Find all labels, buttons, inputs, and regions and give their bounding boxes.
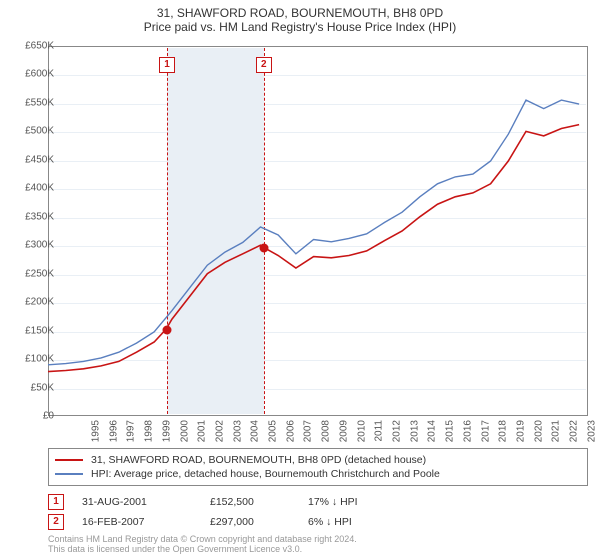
x-axis-label: 2014 (427, 420, 438, 442)
x-axis-label: 2021 (551, 420, 562, 442)
x-axis-label: 2002 (214, 420, 225, 442)
y-axis-label: £400K (25, 183, 54, 194)
x-axis-label: 2004 (250, 420, 261, 442)
x-axis-label: 2011 (374, 420, 385, 442)
title-line-2: Price paid vs. HM Land Registry's House … (0, 20, 600, 34)
x-axis-label: 2013 (409, 420, 420, 442)
line-layer (48, 46, 588, 416)
x-axis-label: 2006 (285, 420, 296, 442)
series-line-paid (48, 125, 579, 372)
x-axis-label: 2007 (303, 420, 314, 442)
legend-item: 31, SHAWFORD ROAD, BOURNEMOUTH, BH8 0PD … (55, 453, 581, 467)
x-axis-label: 2003 (232, 420, 243, 442)
y-axis-label: £550K (25, 97, 54, 108)
y-axis-label: £650K (25, 41, 54, 52)
marker-badge: 2 (48, 514, 64, 530)
legend-swatch (55, 459, 83, 461)
x-axis-label: 2016 (462, 420, 473, 442)
transactions-table: 1 31-AUG-2001 £152,500 17% ↓ HPI 2 16-FE… (48, 492, 418, 532)
y-axis-label: £450K (25, 154, 54, 165)
transaction-pct: 17% ↓ HPI (308, 496, 418, 508)
x-axis-label: 1998 (144, 420, 155, 442)
x-axis-label: 1997 (126, 420, 137, 442)
x-axis-label: 2018 (498, 420, 509, 442)
y-axis-label: £250K (25, 268, 54, 279)
y-axis-label: £0 (43, 411, 54, 422)
x-axis-label: 2020 (533, 420, 544, 442)
transaction-date: 16-FEB-2007 (82, 516, 192, 528)
transaction-price: £297,000 (210, 516, 290, 528)
x-axis-label: 1996 (108, 420, 119, 442)
y-axis-label: £350K (25, 211, 54, 222)
legend-box: 31, SHAWFORD ROAD, BOURNEMOUTH, BH8 0PD … (48, 448, 588, 486)
table-row: 1 31-AUG-2001 £152,500 17% ↓ HPI (48, 492, 418, 512)
legend-label: 31, SHAWFORD ROAD, BOURNEMOUTH, BH8 0PD … (91, 454, 426, 466)
x-axis-label: 2009 (338, 420, 349, 442)
y-axis-label: £600K (25, 69, 54, 80)
x-axis-label: 2005 (268, 420, 279, 442)
x-axis-label: 2001 (197, 420, 208, 442)
footer-license: Contains HM Land Registry data © Crown c… (48, 534, 357, 555)
x-axis-label: 2008 (321, 420, 332, 442)
series-line-hpi (48, 100, 579, 365)
legend-swatch (55, 473, 83, 475)
x-axis-label: 2019 (515, 420, 526, 442)
y-axis-label: £50K (31, 382, 54, 393)
x-axis-label: 1995 (91, 420, 102, 442)
footer-line-1: Contains HM Land Registry data © Crown c… (48, 534, 357, 544)
transaction-price: £152,500 (210, 496, 290, 508)
x-axis-label: 2010 (356, 420, 367, 442)
transaction-date: 31-AUG-2001 (82, 496, 192, 508)
marker-badge: 1 (48, 494, 64, 510)
footer-line-2: This data is licensed under the Open Gov… (48, 544, 357, 554)
x-axis-label: 1999 (161, 420, 172, 442)
title-line-1: 31, SHAWFORD ROAD, BOURNEMOUTH, BH8 0PD (0, 6, 600, 20)
x-axis-label: 2015 (445, 420, 456, 442)
y-axis-label: £200K (25, 297, 54, 308)
x-axis-label: 2023 (586, 420, 597, 442)
legend-item: HPI: Average price, detached house, Bour… (55, 467, 581, 481)
transaction-pct: 6% ↓ HPI (308, 516, 418, 528)
chart-title: 31, SHAWFORD ROAD, BOURNEMOUTH, BH8 0PD … (0, 0, 600, 34)
y-axis-label: £500K (25, 126, 54, 137)
y-axis-label: £300K (25, 240, 54, 251)
y-axis-label: £100K (25, 354, 54, 365)
y-axis-label: £150K (25, 325, 54, 336)
legend-label: HPI: Average price, detached house, Bour… (91, 468, 440, 480)
chart-area: 12 1995199619971998199920002001200220032… (48, 46, 588, 416)
x-axis-label: 2022 (569, 420, 580, 442)
table-row: 2 16-FEB-2007 £297,000 6% ↓ HPI (48, 512, 418, 532)
x-axis-label: 2012 (391, 420, 402, 442)
x-axis-label: 2000 (179, 420, 190, 442)
x-axis-label: 2017 (480, 420, 491, 442)
